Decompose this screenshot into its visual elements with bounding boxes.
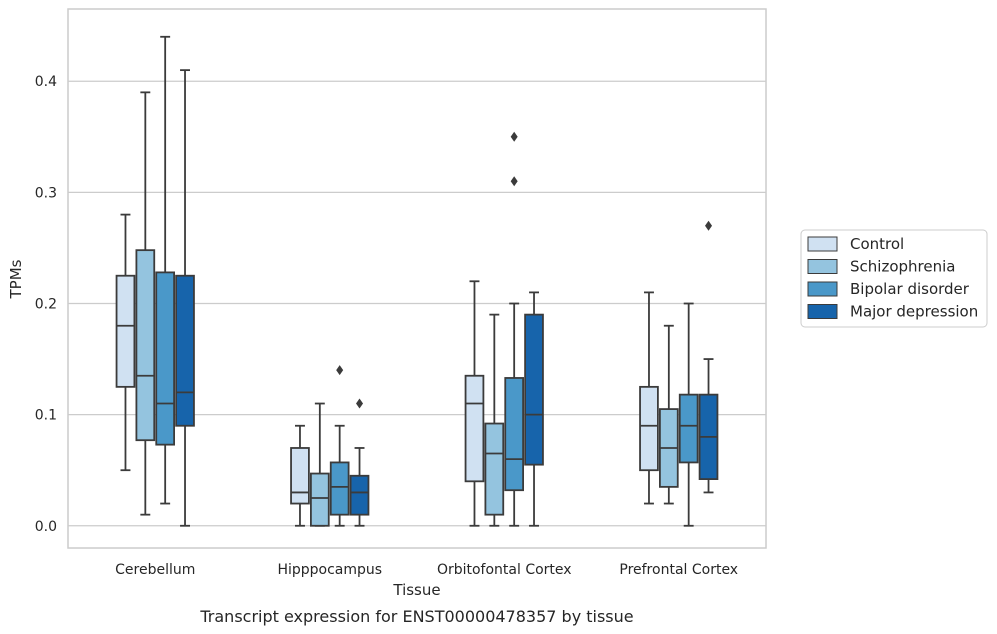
legend: Control Schizophrenia Bipolar disorder Majo… [800, 229, 988, 328]
legend-label: Control [850, 235, 904, 253]
y-axis-label: TPMs [7, 259, 25, 299]
legend-swatch [807, 236, 838, 252]
outlier-marker [705, 220, 713, 231]
y-tick-labels: 0.0 0.1 0.2 0.3 0.4 [35, 74, 57, 535]
box-schizophrenia [484, 313, 505, 527]
y-tick-label: 0.4 [35, 74, 57, 90]
box-bipolar-disorder [504, 131, 524, 527]
box-iqr [504, 377, 524, 492]
box-iqr [290, 447, 310, 505]
legend-frame [800, 229, 988, 328]
box-control [639, 291, 659, 505]
x-tick-labels: Cerebellum Hipppocampus Orbitofontal Corte… [115, 562, 738, 578]
legend-swatch [807, 281, 838, 297]
box-control [290, 424, 310, 527]
box-iqr [464, 374, 485, 483]
outlier-marker [356, 398, 364, 409]
legend-label: Major depression [850, 303, 978, 321]
box-bipolar-disorder [329, 365, 350, 527]
chart-caption: Transcript expression for ENST0000047835… [199, 607, 633, 626]
x-tick-label: Prefrontal Cortex [619, 562, 738, 578]
box-iqr [175, 274, 195, 427]
x-tick-label: Hipppocampus [277, 562, 382, 578]
box-iqr [678, 393, 699, 464]
outlier-marker [510, 131, 518, 142]
box-iqr [484, 422, 505, 516]
legend-label: Bipolar disorder [850, 280, 970, 298]
legend-swatch [807, 304, 838, 319]
outlier-marker [336, 365, 344, 376]
y-tick-label: 0.1 [35, 408, 57, 424]
box-schizophrenia [659, 324, 679, 505]
box-iqr [155, 271, 175, 446]
box-control [464, 280, 485, 527]
box-iqr [524, 313, 544, 466]
box-schizophrenia [310, 402, 330, 527]
legend-swatch [807, 259, 838, 274]
box-major-depression [524, 291, 544, 527]
box-iqr [329, 461, 350, 516]
box-schizophrenia [135, 91, 156, 516]
legend-label: Schizophrenia [850, 258, 955, 276]
x-tick-label: Cerebellum [115, 562, 195, 578]
box-major-depression [175, 69, 195, 527]
box-iqr [310, 472, 330, 527]
box-iqr [115, 274, 136, 388]
box-control [115, 213, 136, 472]
box-bipolar-disorder [678, 302, 699, 527]
plot-area-frame [67, 8, 767, 549]
box-iqr [135, 249, 156, 442]
x-tick-label: Orbitofontal Cortex [437, 562, 572, 578]
boxes [115, 35, 719, 527]
box-bipolar-disorder [155, 35, 175, 505]
box-iqr [349, 474, 370, 516]
y-tick-label: 0.2 [35, 297, 57, 313]
box-major-depression [698, 220, 719, 494]
box-iqr [639, 385, 659, 472]
outlier-marker [510, 176, 518, 187]
box-major-depression [349, 398, 370, 527]
x-axis-label: Tissue [392, 581, 440, 599]
y-tick-label: 0.3 [35, 185, 57, 201]
y-tick-label: 0.0 [35, 519, 57, 535]
